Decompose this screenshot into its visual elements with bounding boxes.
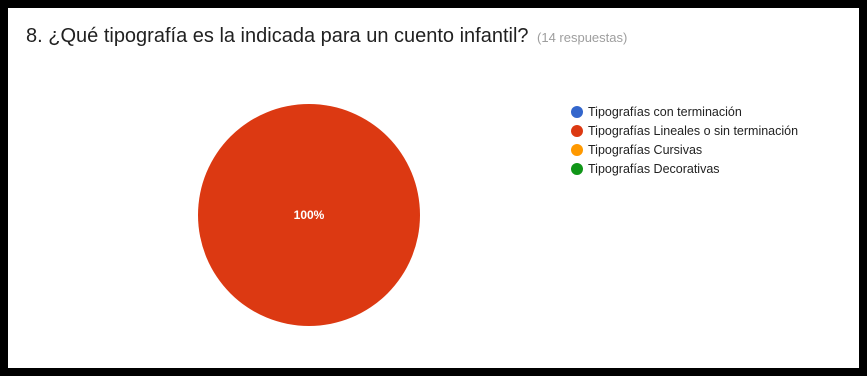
legend-swatch-icon (571, 105, 583, 118)
legend-swatch-icon (571, 143, 583, 156)
legend-item: Tipografías Cursivas (571, 140, 798, 159)
legend-label: Tipografías Decorativas (588, 161, 720, 176)
legend-item: Tipografías Decorativas (571, 159, 798, 178)
legend-label: Tipografías Cursivas (588, 142, 703, 157)
legend-swatch-icon (571, 162, 583, 175)
chart-panel: 8. ¿Qué tipografía es la indicada para u… (8, 8, 859, 368)
response-count: (14 respuestas) (537, 30, 628, 45)
pie-chart: 100% (198, 104, 420, 326)
legend-label: Tipografías Lineales o sin terminación (588, 123, 799, 138)
legend-swatch-icon (571, 124, 583, 137)
question-header: 8. ¿Qué tipografía es la indicada para u… (26, 25, 627, 48)
legend-item: Tipografías Lineales o sin terminación (571, 121, 798, 140)
slice-tipografias-lineales-o-sin-terminacion (198, 104, 420, 326)
question-title: 8. ¿Qué tipografía es la indicada para u… (26, 25, 529, 47)
legend-label: Tipografías con terminación (588, 104, 742, 119)
slice-percent-label: 100% (294, 208, 325, 222)
legend-item: Tipografías con terminación (571, 102, 798, 121)
chart-legend: Tipografías con terminación Tipografías L… (571, 102, 798, 178)
